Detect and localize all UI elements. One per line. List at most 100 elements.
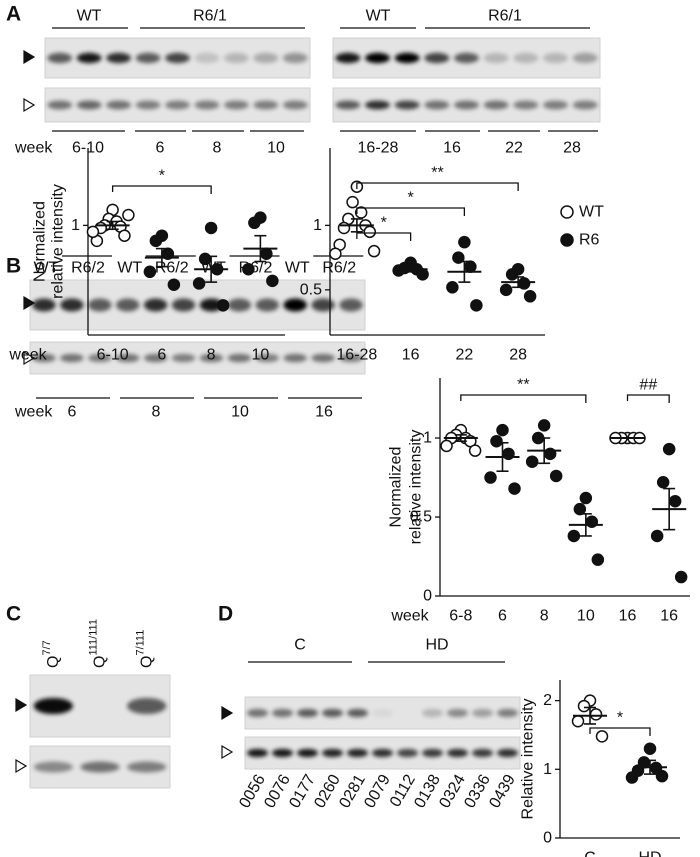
band (106, 52, 131, 64)
significance-label: * (408, 190, 414, 207)
x-tick-label: 16 (619, 608, 637, 625)
data-point (354, 206, 368, 219)
y-tick-label: 0.5 (410, 509, 432, 526)
label: HD (425, 637, 448, 654)
panel-label: A (6, 3, 21, 26)
band (143, 353, 168, 363)
data-point (656, 476, 670, 489)
band (47, 52, 73, 64)
band (194, 100, 220, 110)
band (88, 353, 112, 363)
label: week (14, 140, 53, 157)
band (365, 100, 390, 110)
band (454, 100, 479, 110)
y-tick-label: 0 (423, 588, 432, 605)
data-point (589, 708, 603, 721)
band (255, 298, 280, 312)
band (33, 761, 73, 773)
x-tick-label: 22 (455, 347, 473, 364)
band (194, 52, 220, 64)
band (297, 748, 318, 758)
label: 16 (443, 140, 461, 157)
band (543, 52, 568, 64)
genotype-base: Q (45, 656, 62, 668)
band (88, 298, 112, 312)
y-axis-label: Normalized (388, 447, 405, 528)
x-axis-label: week (8, 347, 47, 364)
band (472, 708, 493, 718)
data-point (118, 229, 131, 242)
y-axis-label: Normalized (32, 201, 49, 282)
legend-marker (560, 205, 574, 219)
data-point (499, 283, 513, 297)
data-point (260, 247, 273, 261)
band (32, 353, 56, 363)
data-point (662, 442, 676, 456)
label: R6/1 (488, 8, 522, 25)
data-point (674, 570, 688, 584)
x-tick-label: 6 (498, 608, 507, 625)
arrowhead-filled (23, 295, 36, 311)
significance-bracket (589, 727, 651, 736)
legend-label: WT (579, 204, 604, 221)
data-point (367, 244, 381, 258)
significance-bracket (460, 394, 587, 403)
data-point (192, 277, 206, 290)
data-point (577, 699, 591, 713)
genotype-sup: 7/7 (41, 640, 53, 655)
data-point (337, 221, 351, 235)
band (115, 298, 140, 312)
band (297, 708, 318, 718)
arrowhead-filled (23, 49, 36, 65)
arrowhead-filled (15, 697, 28, 713)
data-point (567, 529, 581, 543)
x-tick-label: 16 (660, 608, 678, 625)
data-point (525, 455, 539, 468)
band (483, 100, 509, 110)
label: 16-28 (358, 140, 399, 157)
x-tick-label: 10 (251, 347, 269, 364)
label: week (14, 404, 53, 421)
band (513, 52, 539, 64)
data-point (464, 260, 477, 273)
data-point (595, 730, 609, 743)
data-point (216, 299, 230, 312)
band (339, 353, 363, 363)
blot (29, 341, 366, 375)
data-point (490, 434, 503, 448)
band (372, 708, 393, 718)
label: WT (366, 8, 391, 25)
data-point (625, 771, 639, 784)
sample-id: 0439 (486, 772, 519, 811)
arrowhead-open (23, 97, 36, 113)
panel-label: C (6, 603, 21, 626)
significance-label: ** (517, 377, 529, 394)
band (76, 100, 102, 110)
band (33, 697, 73, 715)
data-point (416, 268, 429, 281)
significance-bracket (356, 232, 412, 241)
band (272, 748, 293, 758)
band (76, 52, 102, 64)
x-tick-label: 8 (207, 347, 216, 364)
data-point (537, 419, 551, 432)
panel-label: D (218, 603, 233, 626)
legend-label: R6 (579, 232, 600, 249)
band (227, 353, 252, 363)
band (106, 100, 131, 110)
band (60, 353, 84, 363)
band (127, 761, 167, 773)
band (372, 748, 393, 758)
band (171, 353, 196, 363)
label: 6 (68, 404, 77, 421)
band (422, 748, 443, 758)
data-point (470, 299, 483, 312)
band (247, 708, 268, 718)
data-point (468, 444, 482, 457)
panel-label: B (6, 255, 21, 278)
label: 16 (315, 404, 333, 421)
data-point (573, 502, 587, 516)
band (224, 52, 249, 64)
significance-label: * (617, 710, 623, 727)
x-tick-label: 16-28 (336, 347, 377, 364)
